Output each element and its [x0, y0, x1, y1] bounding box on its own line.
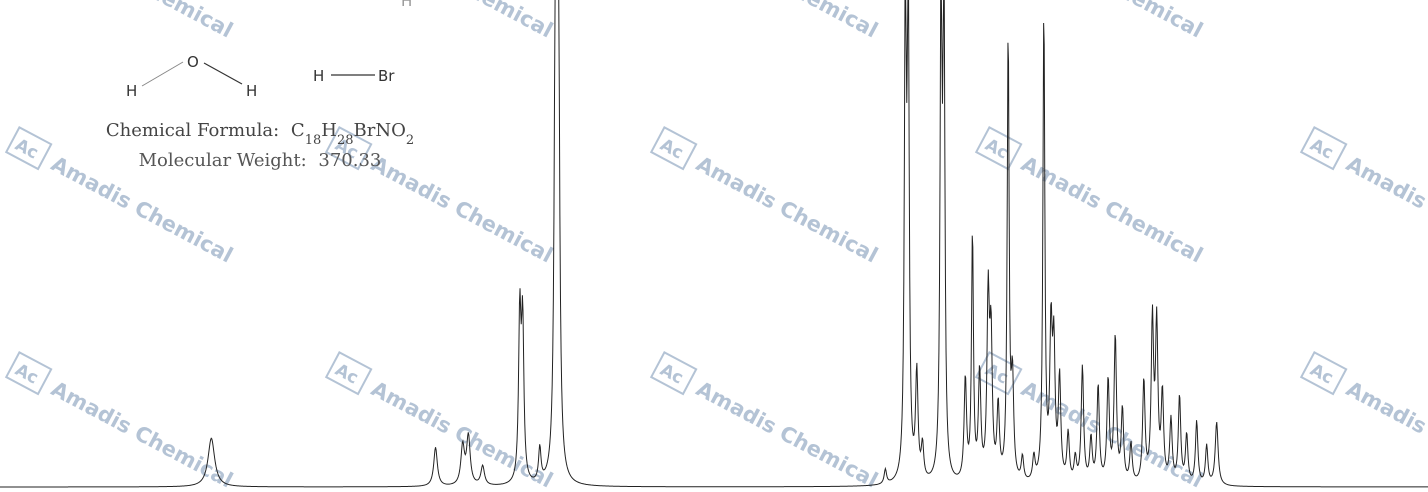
watermark-logo-box	[649, 350, 698, 396]
atom-hbr-br: Br	[378, 67, 395, 85]
spectrum-peak	[1075, 462, 1076, 463]
atom-water-h1: H	[126, 82, 137, 100]
formula-symbol: BrNO	[353, 120, 405, 141]
mw-value: 370.33	[318, 150, 381, 171]
formula-line: Chemical Formula: C18H28BrNO2	[106, 120, 414, 148]
atom-hbr-h: H	[313, 67, 324, 85]
watermark-logo-box	[4, 125, 53, 171]
chemical-structure: H O H H H Br Chemical Formula: C18H28BrN…	[106, 0, 414, 171]
formula-label: Chemical Formula:	[106, 120, 279, 141]
watermark-text: Amadis Chemical	[367, 152, 556, 268]
watermark-logo-box	[324, 125, 373, 171]
watermark-text: Amadis Chemical	[1342, 152, 1428, 268]
watermark-text: Amadis Chemical	[1342, 377, 1428, 492]
watermark-text: Amadis Chemical	[1017, 0, 1206, 43]
formula-symbol: H	[321, 120, 337, 141]
watermark-logo-box	[1299, 125, 1348, 171]
formula-value: C18H28BrNO2	[291, 120, 414, 148]
atom-h-top: H	[401, 0, 412, 10]
watermark-text: Amadis Chemical	[692, 377, 881, 492]
watermark-text: Amadis Chemical	[1017, 152, 1206, 268]
mw-label: Molecular Weight:	[139, 150, 307, 171]
watermark-logo-box	[4, 350, 53, 396]
bond-o-h1	[141, 61, 184, 87]
spectrum-peak	[1033, 462, 1034, 463]
formula-symbol: C	[291, 120, 305, 141]
watermark-logo-box	[649, 125, 698, 171]
watermark-text: Amadis Chemical	[692, 152, 881, 268]
spectrum-peak	[922, 452, 923, 453]
spectrum-peak	[1008, 39, 1009, 40]
watermark-logo-text: Ac	[1307, 135, 1337, 164]
watermark-text: Amadis Chemical	[367, 0, 556, 43]
atom-water-h2: H	[246, 82, 257, 100]
atom-water-o: O	[187, 53, 199, 71]
watermark-logo-box	[324, 350, 373, 396]
bond-o-h2	[203, 62, 243, 85]
watermark-text: Amadis Chemical	[692, 0, 881, 43]
watermark-logo-text: Ac	[657, 135, 687, 164]
watermark-text: Amadis Chemical	[47, 377, 236, 492]
watermark-logo-box	[974, 125, 1023, 171]
watermark-logo-text: Ac	[1307, 360, 1337, 389]
formula-subscript: 18	[305, 133, 322, 148]
watermark-text: Amadis Chemical	[47, 0, 236, 43]
watermark-text: Amadis Chemical	[367, 377, 556, 492]
watermark-logo-text: Ac	[332, 360, 362, 389]
spectrum-peak	[991, 350, 992, 351]
spectrum-peak	[1022, 462, 1023, 463]
formula-subscript: 2	[406, 133, 414, 148]
mw-line: Molecular Weight: 370.33	[139, 150, 382, 171]
watermark-logo-box	[1299, 350, 1348, 396]
watermark-logo-text: Ac	[12, 360, 42, 389]
spectrum-peak	[1043, 14, 1044, 15]
watermark-logo-text: Ac	[12, 135, 42, 164]
watermark-logo-text: Ac	[657, 360, 687, 389]
formula-subscript: 28	[337, 133, 354, 148]
